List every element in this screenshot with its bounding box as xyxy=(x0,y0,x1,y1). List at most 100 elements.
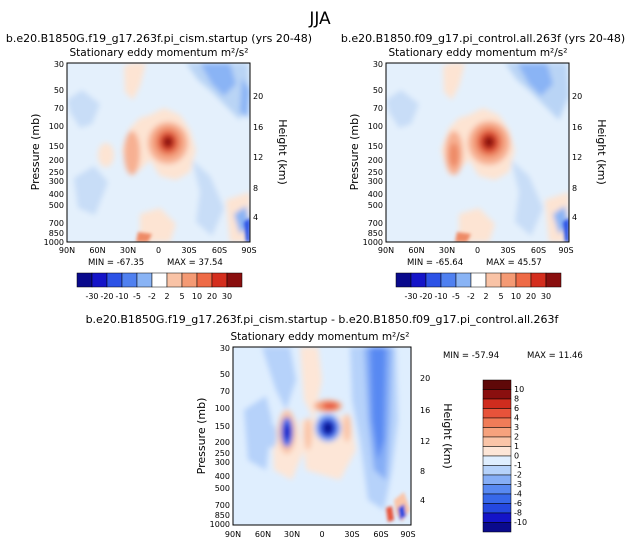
ytick: 100 xyxy=(49,122,64,131)
ytick: 200 xyxy=(215,438,230,447)
colorbar-label: 30 xyxy=(222,292,232,301)
ytick: 70 xyxy=(373,104,383,113)
panel-3-min-label: MIN = -57.94 xyxy=(443,351,499,361)
colorbar-swatch xyxy=(482,436,512,447)
colorbar-label: -3 xyxy=(514,480,522,489)
ytick: 700 xyxy=(368,219,383,228)
ytick: 500 xyxy=(368,201,383,210)
colorbar-label: -5 xyxy=(133,292,141,301)
panel-3-left-axis: 30 50 70 100 150 200 250 300 400 500 700… xyxy=(195,344,230,529)
xtick: 90N xyxy=(225,530,241,539)
panel-3-max-label: MAX = 11.46 xyxy=(527,351,583,361)
colorbar-swatch xyxy=(482,389,512,400)
colorbar-label: 10 xyxy=(511,292,521,301)
colorbar-swatch xyxy=(410,272,427,288)
panel-2-contour-field xyxy=(386,63,569,242)
colorbar-swatch xyxy=(166,272,183,288)
colorbar-label: -10 xyxy=(115,292,128,301)
panel-2-subtitle: Stationary eddy momentum m²/s² xyxy=(389,47,568,59)
colorbar-label: 3 xyxy=(514,423,519,432)
colorbar-swatch xyxy=(545,272,562,288)
xtick: 90N xyxy=(378,246,394,255)
ytick-right: 16 xyxy=(253,123,263,132)
panel-3-colorbar: 10 8 6 4 3 2 1 0 -1 -2 -3 -4 -6 -8 -10 xyxy=(482,379,527,533)
colorbar-label: -20 xyxy=(100,292,113,301)
colorbar-swatch xyxy=(530,272,547,288)
ytick-right: 20 xyxy=(572,92,582,101)
colorbar-label: 10 xyxy=(192,292,202,301)
colorbar-swatch xyxy=(482,408,512,419)
xtick: 30N xyxy=(120,246,136,255)
colorbar-swatch xyxy=(482,522,512,533)
ytick-right: 4 xyxy=(420,496,425,505)
colorbar-label: -30 xyxy=(404,292,417,301)
colorbar-swatch xyxy=(470,272,487,288)
colorbar-label: 8 xyxy=(514,395,519,404)
panel-1-colorbar: -30 -20 -10 -5 -2 2 5 10 20 30 xyxy=(76,272,243,301)
colorbar-swatch xyxy=(181,272,198,288)
ytick: 500 xyxy=(49,201,64,210)
ytick: 300 xyxy=(215,458,230,467)
colorbar-label: 0 xyxy=(514,452,519,461)
colorbar-label: -1 xyxy=(514,461,522,470)
ytick: 700 xyxy=(49,219,64,228)
colorbar-swatch xyxy=(482,379,512,390)
panel-1-contour-field xyxy=(67,63,250,242)
panel-1-max-label: MAX = 37.54 xyxy=(167,258,223,268)
xtick: 0 xyxy=(319,530,324,539)
ytick: 150 xyxy=(215,422,230,431)
xtick: 60S xyxy=(212,246,227,255)
ytick: 250 xyxy=(368,168,383,177)
ytick: 70 xyxy=(54,104,64,113)
colorbar-swatch xyxy=(76,272,93,288)
ytick-right: 8 xyxy=(572,184,577,193)
colorbar-label: 2 xyxy=(164,292,169,301)
colorbar-label: 2 xyxy=(483,292,488,301)
ytick-right: 12 xyxy=(420,437,430,446)
ytick: 50 xyxy=(373,86,383,95)
xtick: 90S xyxy=(241,246,256,255)
ytick: 250 xyxy=(215,449,230,458)
colorbar-swatch xyxy=(226,272,243,288)
ytick: 250 xyxy=(49,168,64,177)
xtick: 0 xyxy=(156,246,161,255)
panel-2-ylabel: Pressure (mb) xyxy=(348,114,361,191)
xtick: 90N xyxy=(59,246,75,255)
colorbar-label: 20 xyxy=(207,292,217,301)
colorbar-swatch xyxy=(121,272,138,288)
xtick: 60N xyxy=(255,530,271,539)
ytick: 150 xyxy=(49,142,64,151)
ytick: 1000 xyxy=(44,238,64,247)
colorbar-swatch xyxy=(136,272,153,288)
ytick: 700 xyxy=(215,501,230,510)
colorbar-label: 1 xyxy=(514,442,519,451)
ytick: 30 xyxy=(54,60,64,69)
colorbar-swatch xyxy=(482,512,512,523)
panel-2-min-label: MIN = -65.64 xyxy=(407,258,463,268)
colorbar-swatch xyxy=(482,484,512,495)
ytick: 50 xyxy=(220,370,230,379)
panel-2-title: b.e20.B1850.f09_g17.pi_control.all.263f … xyxy=(341,32,625,45)
ytick-right: 4 xyxy=(253,213,258,222)
xtick: 0 xyxy=(475,246,480,255)
ytick: 300 xyxy=(368,177,383,186)
panel-2-left-axis: 30 50 70 100 150 200 250 300 400 500 700… xyxy=(348,60,383,247)
ytick: 1000 xyxy=(210,520,230,529)
colorbar-swatch xyxy=(455,272,472,288)
ytick: 1000 xyxy=(363,238,383,247)
panel-3-right-axis: 20 16 12 8 4 Height (km) xyxy=(420,374,454,505)
colorbar-swatch xyxy=(482,398,512,409)
ytick-right: 16 xyxy=(572,123,582,132)
colorbar-label: 20 xyxy=(526,292,536,301)
ytick: 400 xyxy=(368,190,383,199)
colorbar-label: -2 xyxy=(148,292,156,301)
panel-1: b.e20.B1850G.f19_g17.263f.pi_cism.startu… xyxy=(6,32,312,301)
colorbar-swatch xyxy=(482,503,512,514)
panel-2-max-label: MAX = 45.57 xyxy=(486,258,542,268)
colorbar-swatch xyxy=(425,272,442,288)
colorbar-swatch xyxy=(151,272,168,288)
panel-2-x-axis: 90N 60N 30N 0 30S 60S 90S xyxy=(378,246,574,255)
ytick-right: 8 xyxy=(253,184,258,193)
ytick: 850 xyxy=(368,229,383,238)
